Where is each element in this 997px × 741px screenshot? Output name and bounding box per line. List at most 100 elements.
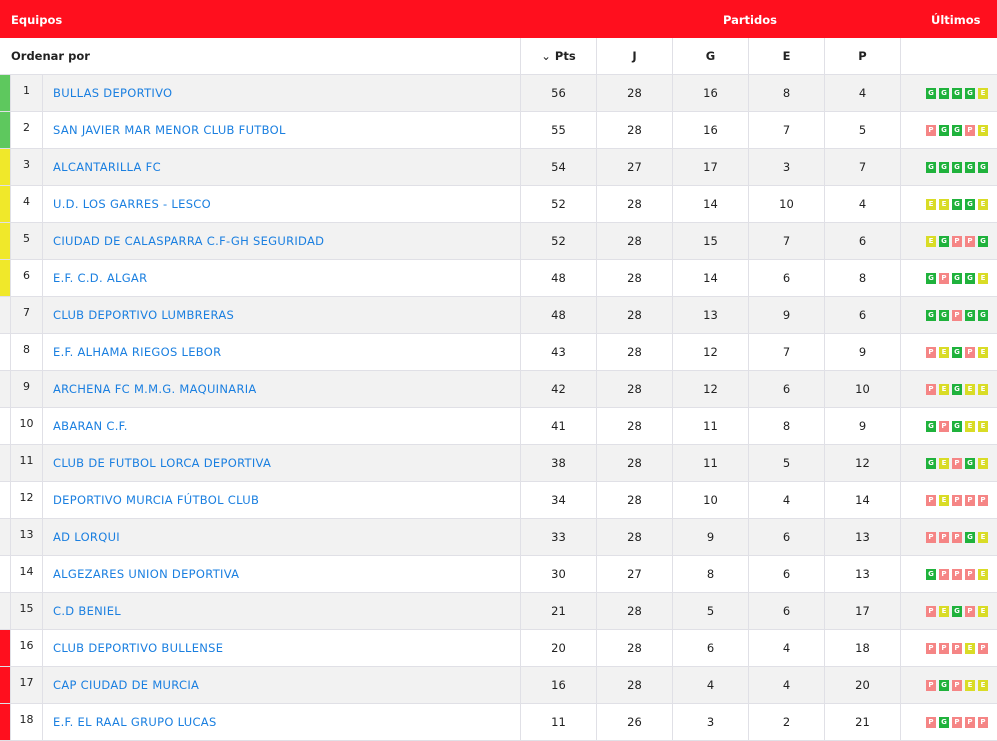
form-badge: E <box>965 420 975 432</box>
sort-j-button[interactable]: J <box>597 38 673 74</box>
table-header-bar: Equipos Partidos Últimos <box>0 0 997 38</box>
sort-pts-button[interactable]: ⌄ Pts <box>521 38 597 74</box>
table-row: 9 ARCHENA FC M.M.G. MAQUINARIA 42 28 12 6 10 P… <box>0 371 997 408</box>
g-value: 16 <box>673 75 749 111</box>
form-badge: G <box>978 309 988 321</box>
j-value: 28 <box>597 297 673 333</box>
form-badge: E <box>939 383 949 395</box>
form-badge: E <box>978 87 988 99</box>
form-badge: E <box>978 679 988 691</box>
team-link[interactable]: SAN JAVIER MAR MENOR CLUB FUTBOL <box>43 112 521 148</box>
form-badge: P <box>926 531 936 543</box>
form-badge: G <box>965 457 975 469</box>
p-value: 13 <box>825 556 901 592</box>
pts-value: 34 <box>521 482 597 518</box>
e-value: 2 <box>749 704 825 740</box>
team-link[interactable]: BULLAS DEPORTIVO <box>43 75 521 111</box>
table-row: 12 DEPORTIVO MURCIA FÚTBOL CLUB 34 28 10 4 14… <box>0 482 997 519</box>
zone-indicator <box>0 112 11 148</box>
g-value: 12 <box>673 334 749 370</box>
form-badge: P <box>952 679 962 691</box>
team-link[interactable]: CAP CIUDAD DE MURCIA <box>43 667 521 703</box>
pts-value: 48 <box>521 297 597 333</box>
team-link[interactable]: CLUB DE FUTBOL LORCA DEPORTIVA <box>43 445 521 481</box>
e-value: 6 <box>749 593 825 629</box>
form-badge: P <box>952 531 962 543</box>
form-badge: E <box>978 198 988 210</box>
form-badge: P <box>965 235 975 247</box>
pts-value: 38 <box>521 445 597 481</box>
g-value: 13 <box>673 297 749 333</box>
p-value: 6 <box>825 223 901 259</box>
last-heading: Últimos <box>931 13 981 27</box>
team-link[interactable]: CLUB DEPORTIVO LUMBRERAS <box>43 297 521 333</box>
team-link[interactable]: DEPORTIVO MURCIA FÚTBOL CLUB <box>43 482 521 518</box>
g-value: 4 <box>673 667 749 703</box>
table-row: 7 CLUB DEPORTIVO LUMBRERAS 48 28 13 9 6 G G P G G <box>0 297 997 334</box>
team-link[interactable]: AD LORQUI <box>43 519 521 555</box>
team-link[interactable]: U.D. LOS GARRES - LESCO <box>43 186 521 222</box>
pts-value: 55 <box>521 112 597 148</box>
form-badge: E <box>978 124 988 136</box>
team-link[interactable]: CLUB DEPORTIVO BULLENSE <box>43 630 521 666</box>
form-badge: E <box>978 420 988 432</box>
form-badge: E <box>926 235 936 247</box>
form-badge: P <box>965 568 975 580</box>
team-link[interactable]: ALCANTARILLA FC <box>43 149 521 185</box>
position: 14 <box>11 556 43 592</box>
pts-value: 11 <box>521 704 597 740</box>
e-value: 4 <box>749 667 825 703</box>
zone-indicator <box>0 556 11 592</box>
team-link[interactable]: E.F. C.D. ALGAR <box>43 260 521 296</box>
position: 5 <box>11 223 43 259</box>
form-badge: P <box>952 457 962 469</box>
sort-g-button[interactable]: G <box>673 38 749 74</box>
sort-by-label: Ordenar por <box>0 38 521 74</box>
sort-p-button[interactable]: P <box>825 38 901 74</box>
e-value: 7 <box>749 334 825 370</box>
team-link[interactable]: E.F. EL RAAL GRUPO LUCAS <box>43 704 521 740</box>
form-badge: E <box>965 383 975 395</box>
standings-table: 1 BULLAS DEPORTIVO 56 28 16 8 4 G G G G E 2 SAN JA… <box>0 75 997 741</box>
team-link[interactable]: ALGEZARES UNION DEPORTIVA <box>43 556 521 592</box>
table-row: 13 AD LORQUI 33 28 9 6 13 P P P G E <box>0 519 997 556</box>
zone-indicator <box>0 75 11 111</box>
form-badge: E <box>939 494 949 506</box>
pts-label: Pts <box>554 49 576 63</box>
position: 2 <box>11 112 43 148</box>
e-value: 8 <box>749 408 825 444</box>
team-link[interactable]: ARCHENA FC M.M.G. MAQUINARIA <box>43 371 521 407</box>
form-badge: P <box>939 568 949 580</box>
position: 11 <box>11 445 43 481</box>
form-badge: P <box>952 494 962 506</box>
form-badge: G <box>965 87 975 99</box>
zone-indicator <box>0 149 11 185</box>
form-badge: G <box>965 161 975 173</box>
g-value: 10 <box>673 482 749 518</box>
form-badge: G <box>978 161 988 173</box>
team-link[interactable]: CIUDAD DE CALASPARRA C.F-GH SEGURIDAD <box>43 223 521 259</box>
matches-heading: Partidos <box>723 13 777 27</box>
form-badge: E <box>939 457 949 469</box>
form-badge: E <box>978 568 988 580</box>
team-link[interactable]: C.D BENIEL <box>43 593 521 629</box>
zone-indicator <box>0 482 11 518</box>
table-row: 11 CLUB DE FUTBOL LORCA DEPORTIVA 38 28 11 5… <box>0 445 997 482</box>
team-link[interactable]: E.F. ALHAMA RIEGOS LEBOR <box>43 334 521 370</box>
pts-value: 41 <box>521 408 597 444</box>
form-badge: G <box>939 309 949 321</box>
form-badge: G <box>926 272 936 284</box>
sort-e-button[interactable]: E <box>749 38 825 74</box>
table-row: 3 ALCANTARILLA FC 54 27 17 3 7 G G G G G <box>0 149 997 186</box>
p-value: 5 <box>825 112 901 148</box>
pts-value: 20 <box>521 630 597 666</box>
team-link[interactable]: ABARAN C.F. <box>43 408 521 444</box>
form-badge: G <box>952 346 962 358</box>
p-value: 13 <box>825 519 901 555</box>
